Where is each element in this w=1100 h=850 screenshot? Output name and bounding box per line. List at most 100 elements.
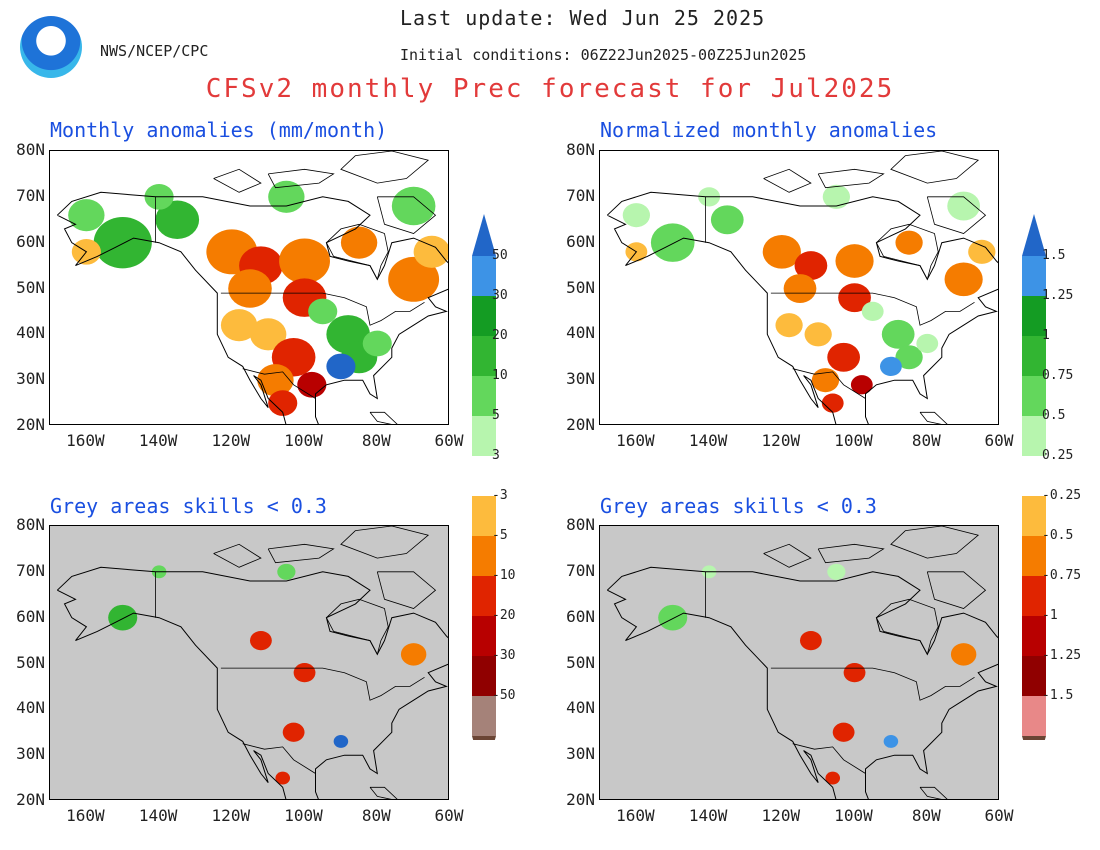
agency-label: NWS/NCEP/CPC bbox=[100, 42, 209, 60]
colorbar-tick-label: -0.25 bbox=[1042, 488, 1082, 503]
longitude-label: 140W bbox=[138, 806, 178, 825]
map-boundary-line bbox=[770, 292, 975, 326]
map-boundary-line bbox=[606, 566, 998, 799]
colorbar-segment bbox=[1022, 496, 1046, 536]
latitude-label: 30N bbox=[566, 744, 595, 764]
colorbar-segment bbox=[1022, 416, 1046, 456]
precip-anomaly-region bbox=[68, 199, 105, 232]
precip-anomaly-region bbox=[916, 333, 939, 354]
precip-anomaly-region bbox=[895, 230, 923, 255]
longitude-label: 120W bbox=[211, 431, 251, 450]
colorbar-segment bbox=[472, 576, 496, 616]
precip-anomaly-region bbox=[362, 330, 392, 357]
page-title: CFSv2 monthly Prec forecast for Jul2025 bbox=[205, 74, 895, 104]
precip-anomaly-region bbox=[827, 342, 860, 372]
map-boundary-line bbox=[792, 368, 866, 399]
map-boundary-line bbox=[926, 196, 987, 234]
longitude-label: 160W bbox=[66, 806, 105, 825]
map-boundary-line bbox=[369, 411, 398, 424]
map-boundary-line bbox=[326, 223, 389, 281]
colorbar-tick-label: -1 bbox=[1042, 608, 1058, 623]
colorbar-segment bbox=[472, 336, 496, 376]
precip-anomaly-region bbox=[93, 217, 152, 269]
map-boundary-line bbox=[267, 543, 335, 564]
precip-anomaly-region bbox=[850, 375, 873, 395]
colorbar-segment bbox=[472, 696, 496, 736]
map-boundary-line bbox=[242, 743, 316, 774]
colorbar-anomalies bbox=[472, 214, 496, 740]
latitude-label: 50N bbox=[16, 277, 45, 297]
latitude-label: 20N bbox=[16, 415, 45, 434]
map-boundary-line bbox=[817, 543, 885, 564]
precip-anomaly-region bbox=[811, 368, 840, 393]
map-boundary-line bbox=[340, 526, 430, 559]
precip-anomaly-region bbox=[268, 180, 305, 213]
latitude-label: 50N bbox=[16, 652, 45, 672]
precip-anomaly-region bbox=[220, 309, 258, 342]
precip-anomaly-region bbox=[822, 184, 850, 209]
panel-title-normalized: Normalized monthly anomalies bbox=[600, 118, 938, 142]
colorbar-tick-label: -20 bbox=[492, 608, 516, 623]
colorbar-tick-label: -30 bbox=[492, 648, 516, 663]
map-normalized bbox=[599, 150, 999, 425]
colorbar-tick-label: -0.75 bbox=[1042, 568, 1082, 583]
longitude-label: 140W bbox=[688, 431, 728, 450]
precip-anomaly-region bbox=[297, 371, 327, 398]
colorbar-tick-label: -0.5 bbox=[1042, 528, 1074, 543]
map-boundary-line bbox=[919, 786, 948, 799]
precip-anomaly-region bbox=[658, 604, 688, 631]
precip-anomaly-region bbox=[950, 643, 977, 666]
map-boundary-line bbox=[763, 168, 812, 193]
precip-anomaly-region bbox=[895, 345, 923, 370]
colorbar-tick-label: 1 bbox=[1042, 328, 1050, 343]
latitude-label: 70N bbox=[16, 185, 45, 205]
colorbar-tick-label: -5 bbox=[492, 528, 508, 543]
colorbar-tick-label: -10 bbox=[492, 568, 516, 583]
map-boundary-line bbox=[267, 168, 335, 189]
precip-anomaly-region bbox=[832, 722, 855, 742]
longitude-label: 80W bbox=[911, 431, 941, 450]
latitude-label: 80N bbox=[16, 515, 45, 534]
colorbar-bottom-arrow bbox=[1022, 736, 1046, 740]
noaa-logo-text: NOAA bbox=[38, 34, 64, 45]
longitude-label: 80W bbox=[911, 806, 941, 825]
precip-anomaly-region bbox=[775, 313, 803, 338]
latitude-label: 70N bbox=[16, 560, 45, 580]
map-boundary-line bbox=[340, 151, 430, 184]
latitude-label: 60N bbox=[16, 231, 45, 251]
colorbar-tick-label: -50 bbox=[492, 688, 516, 703]
latitude-label: 70N bbox=[566, 560, 595, 580]
colorbar-segment bbox=[1022, 456, 1046, 496]
panel-title-skill-anomalies: Grey areas skills < 0.3 bbox=[50, 494, 327, 518]
map-skill-normalized bbox=[599, 525, 999, 800]
precip-anomaly-region bbox=[293, 663, 316, 683]
precip-anomaly-region bbox=[794, 251, 828, 281]
precip-anomaly-region bbox=[883, 735, 899, 748]
latitude-label: 70N bbox=[566, 185, 595, 205]
colorbar-normalized bbox=[1022, 214, 1046, 740]
precip-anomaly-region bbox=[880, 356, 902, 377]
colorbar-segment bbox=[1022, 256, 1046, 296]
panel-title-anomalies: Monthly anomalies (mm/month) bbox=[50, 118, 388, 142]
colorbar-segment bbox=[472, 456, 496, 496]
precip-anomaly-region bbox=[333, 735, 349, 748]
precip-anomaly-region bbox=[881, 319, 915, 349]
map-boundary-line bbox=[56, 566, 448, 799]
colorbar-tick-label: 20 bbox=[492, 328, 508, 343]
map-boundary-line bbox=[369, 786, 398, 799]
map-anomalies bbox=[49, 150, 449, 425]
colorbar-top-arrow bbox=[1022, 214, 1046, 256]
colorbar-segment bbox=[1022, 616, 1046, 656]
longitude-label: 120W bbox=[211, 806, 251, 825]
latitude-label: 80N bbox=[566, 140, 595, 159]
map-boundary-line bbox=[376, 196, 437, 234]
precip-anomaly-region bbox=[250, 318, 287, 351]
map-boundary-line bbox=[890, 151, 980, 184]
colorbar-segment bbox=[472, 256, 496, 296]
latitude-label: 40N bbox=[16, 698, 45, 718]
latitude-label: 60N bbox=[16, 606, 45, 626]
longitude-label: 140W bbox=[138, 431, 178, 450]
last-update: Last update: Wed Jun 25 2025 bbox=[400, 6, 766, 30]
precip-anomaly-region bbox=[947, 191, 980, 221]
colorbar-segment bbox=[1022, 296, 1046, 336]
